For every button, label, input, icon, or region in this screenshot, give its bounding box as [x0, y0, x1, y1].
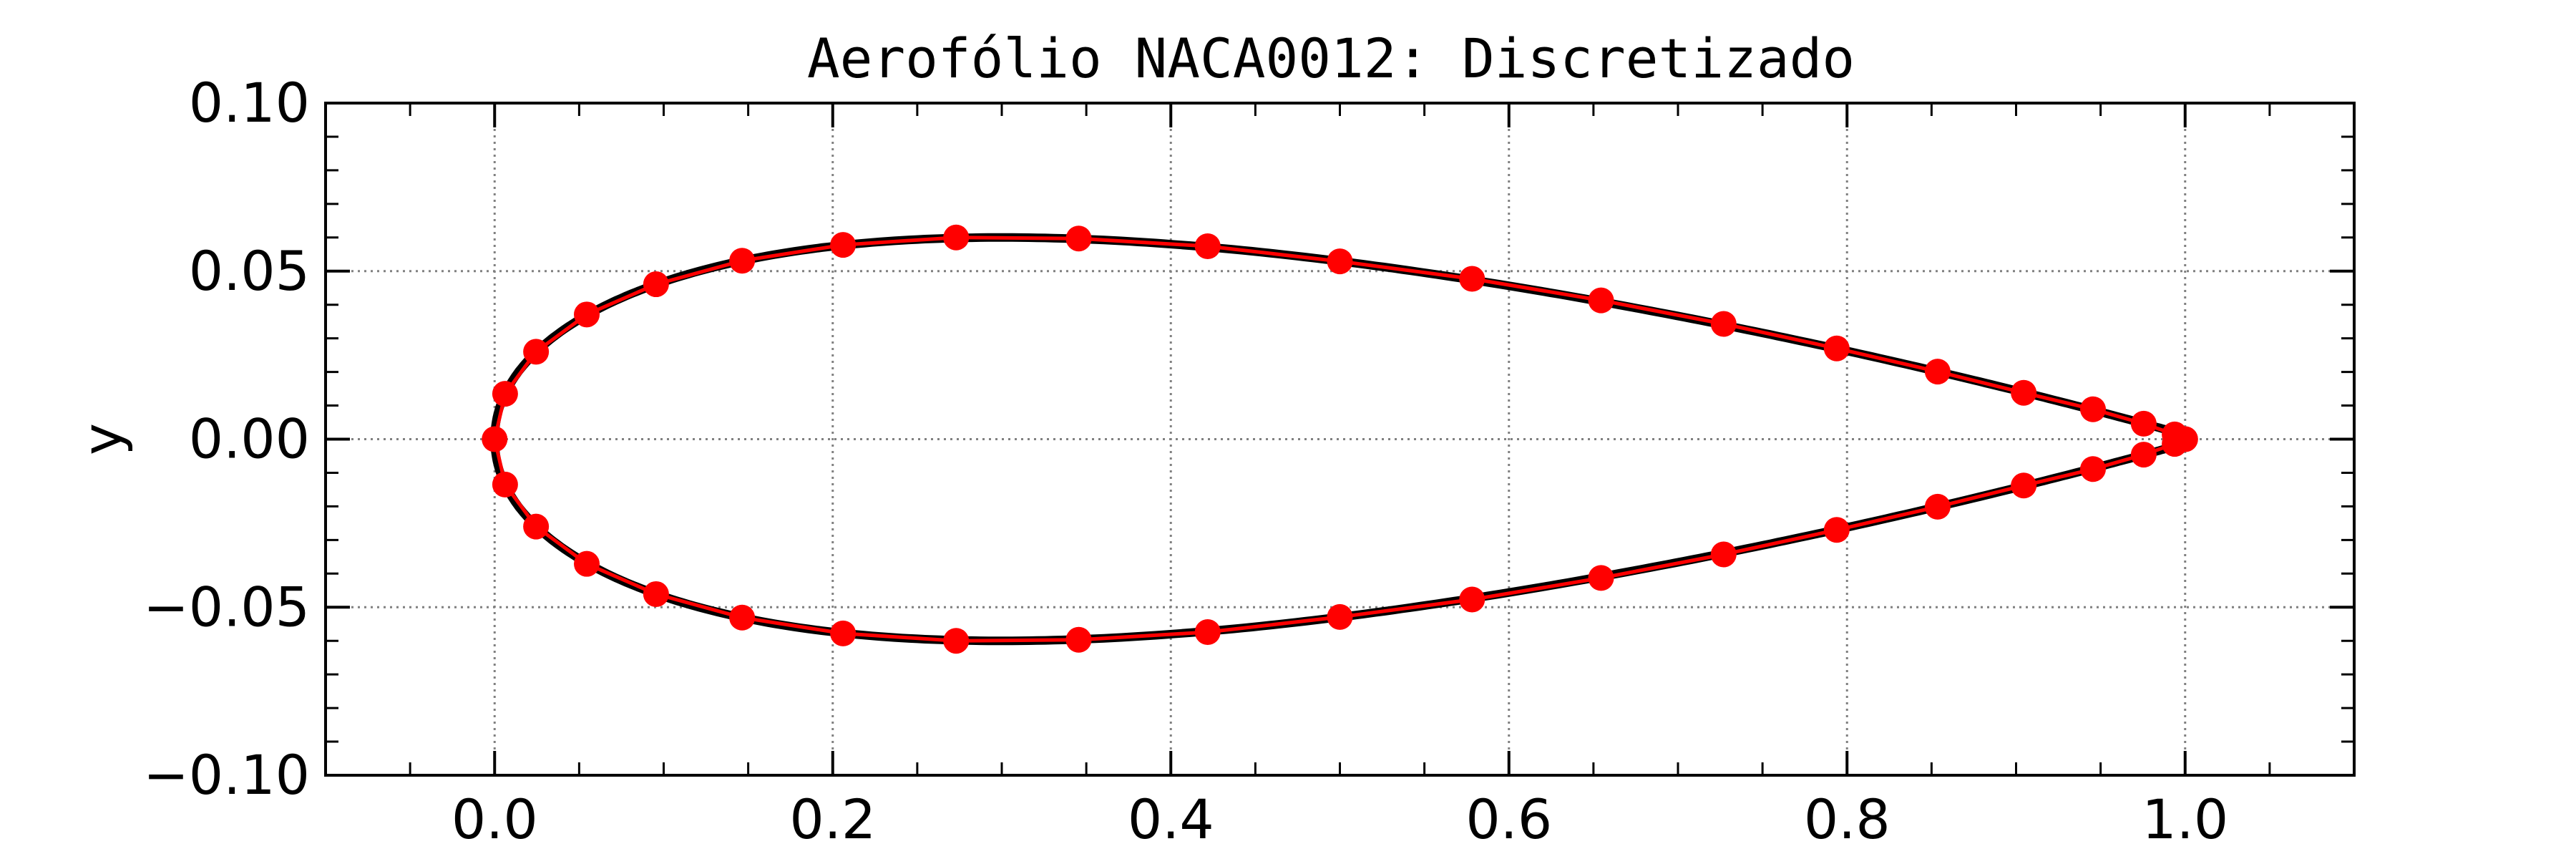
y-tick-label: 0.05: [189, 239, 310, 303]
panel-node-point: [482, 426, 508, 452]
panel-node-point: [574, 550, 600, 577]
panel-node-point: [2079, 396, 2106, 422]
airfoil-outline-line: [490, 233, 2190, 646]
panel-node-point: [1710, 311, 1737, 337]
panel-node-point: [1459, 266, 1485, 292]
x-tick-label: 1.0: [2142, 787, 2228, 851]
grid-lines: [326, 102, 2354, 777]
panel-node-point: [2079, 456, 2106, 482]
y-tick-label: −0.10: [143, 743, 310, 807]
airfoil-outline: [490, 233, 2190, 646]
x-tick-label: 0.8: [1804, 787, 1890, 851]
panel-node-point: [643, 581, 669, 607]
panel-node-point: [1710, 541, 1737, 568]
axis-ticks: [326, 103, 2354, 775]
panel-node-point: [2130, 442, 2157, 468]
y-tick-labels: −0.10 −0.05 0.00 0.05 0.10: [143, 71, 310, 807]
x-tick-label: 0.4: [1128, 787, 1214, 851]
panel-node-point: [729, 248, 756, 274]
panel-node-point: [523, 513, 550, 540]
x-tick-label: 0.6: [1465, 787, 1552, 851]
panel-node-point: [1924, 493, 1951, 520]
panel-node-point: [643, 271, 669, 298]
chart-title: Aerofólio NACA0012: Discretizado: [807, 26, 1855, 90]
panel-node-point: [2172, 426, 2198, 452]
panel-nodes: [482, 224, 2198, 654]
panel-node-point: [1924, 359, 1951, 385]
panel-node-point: [1194, 618, 1221, 645]
x-tick-labels: 0.0 0.2 0.4 0.6 0.8 1.0: [452, 787, 2228, 851]
panel-node-point: [1823, 335, 1850, 361]
x-tick-label: 0.2: [789, 787, 876, 851]
panel-node-point: [830, 232, 857, 258]
panel-node-point: [2130, 410, 2157, 437]
y-tick-label: 0.00: [189, 407, 310, 471]
panel-node-point: [1327, 248, 1353, 275]
panel-node-point: [1194, 233, 1221, 260]
panel-line: [492, 236, 2186, 643]
y-tick-label: 0.10: [189, 71, 310, 135]
panel-node-point: [2011, 472, 2037, 499]
panel-node-point: [492, 381, 518, 407]
panel-node-point: [1065, 626, 1092, 653]
panel-node-point: [1327, 603, 1353, 630]
panel-node-point: [1588, 287, 1614, 314]
y-axis-label: y: [70, 423, 134, 455]
panel-node-point: [1588, 565, 1614, 591]
panel-node-point: [492, 471, 518, 498]
panel-node-point: [1065, 225, 1092, 252]
panel-node-point: [943, 628, 970, 654]
panel-node-point: [729, 604, 756, 631]
panel-node-point: [523, 339, 550, 365]
y-tick-label: −0.05: [143, 575, 310, 639]
panel-node-point: [1823, 517, 1850, 543]
panel-node-point: [2011, 379, 2037, 406]
panel-node-point: [830, 620, 857, 646]
x-tick-label: 0.0: [452, 787, 538, 851]
panel-lines: [492, 236, 2186, 643]
panel-node-point: [574, 301, 600, 328]
panel-node-point: [943, 224, 970, 251]
panel-node-point: [1459, 586, 1485, 613]
